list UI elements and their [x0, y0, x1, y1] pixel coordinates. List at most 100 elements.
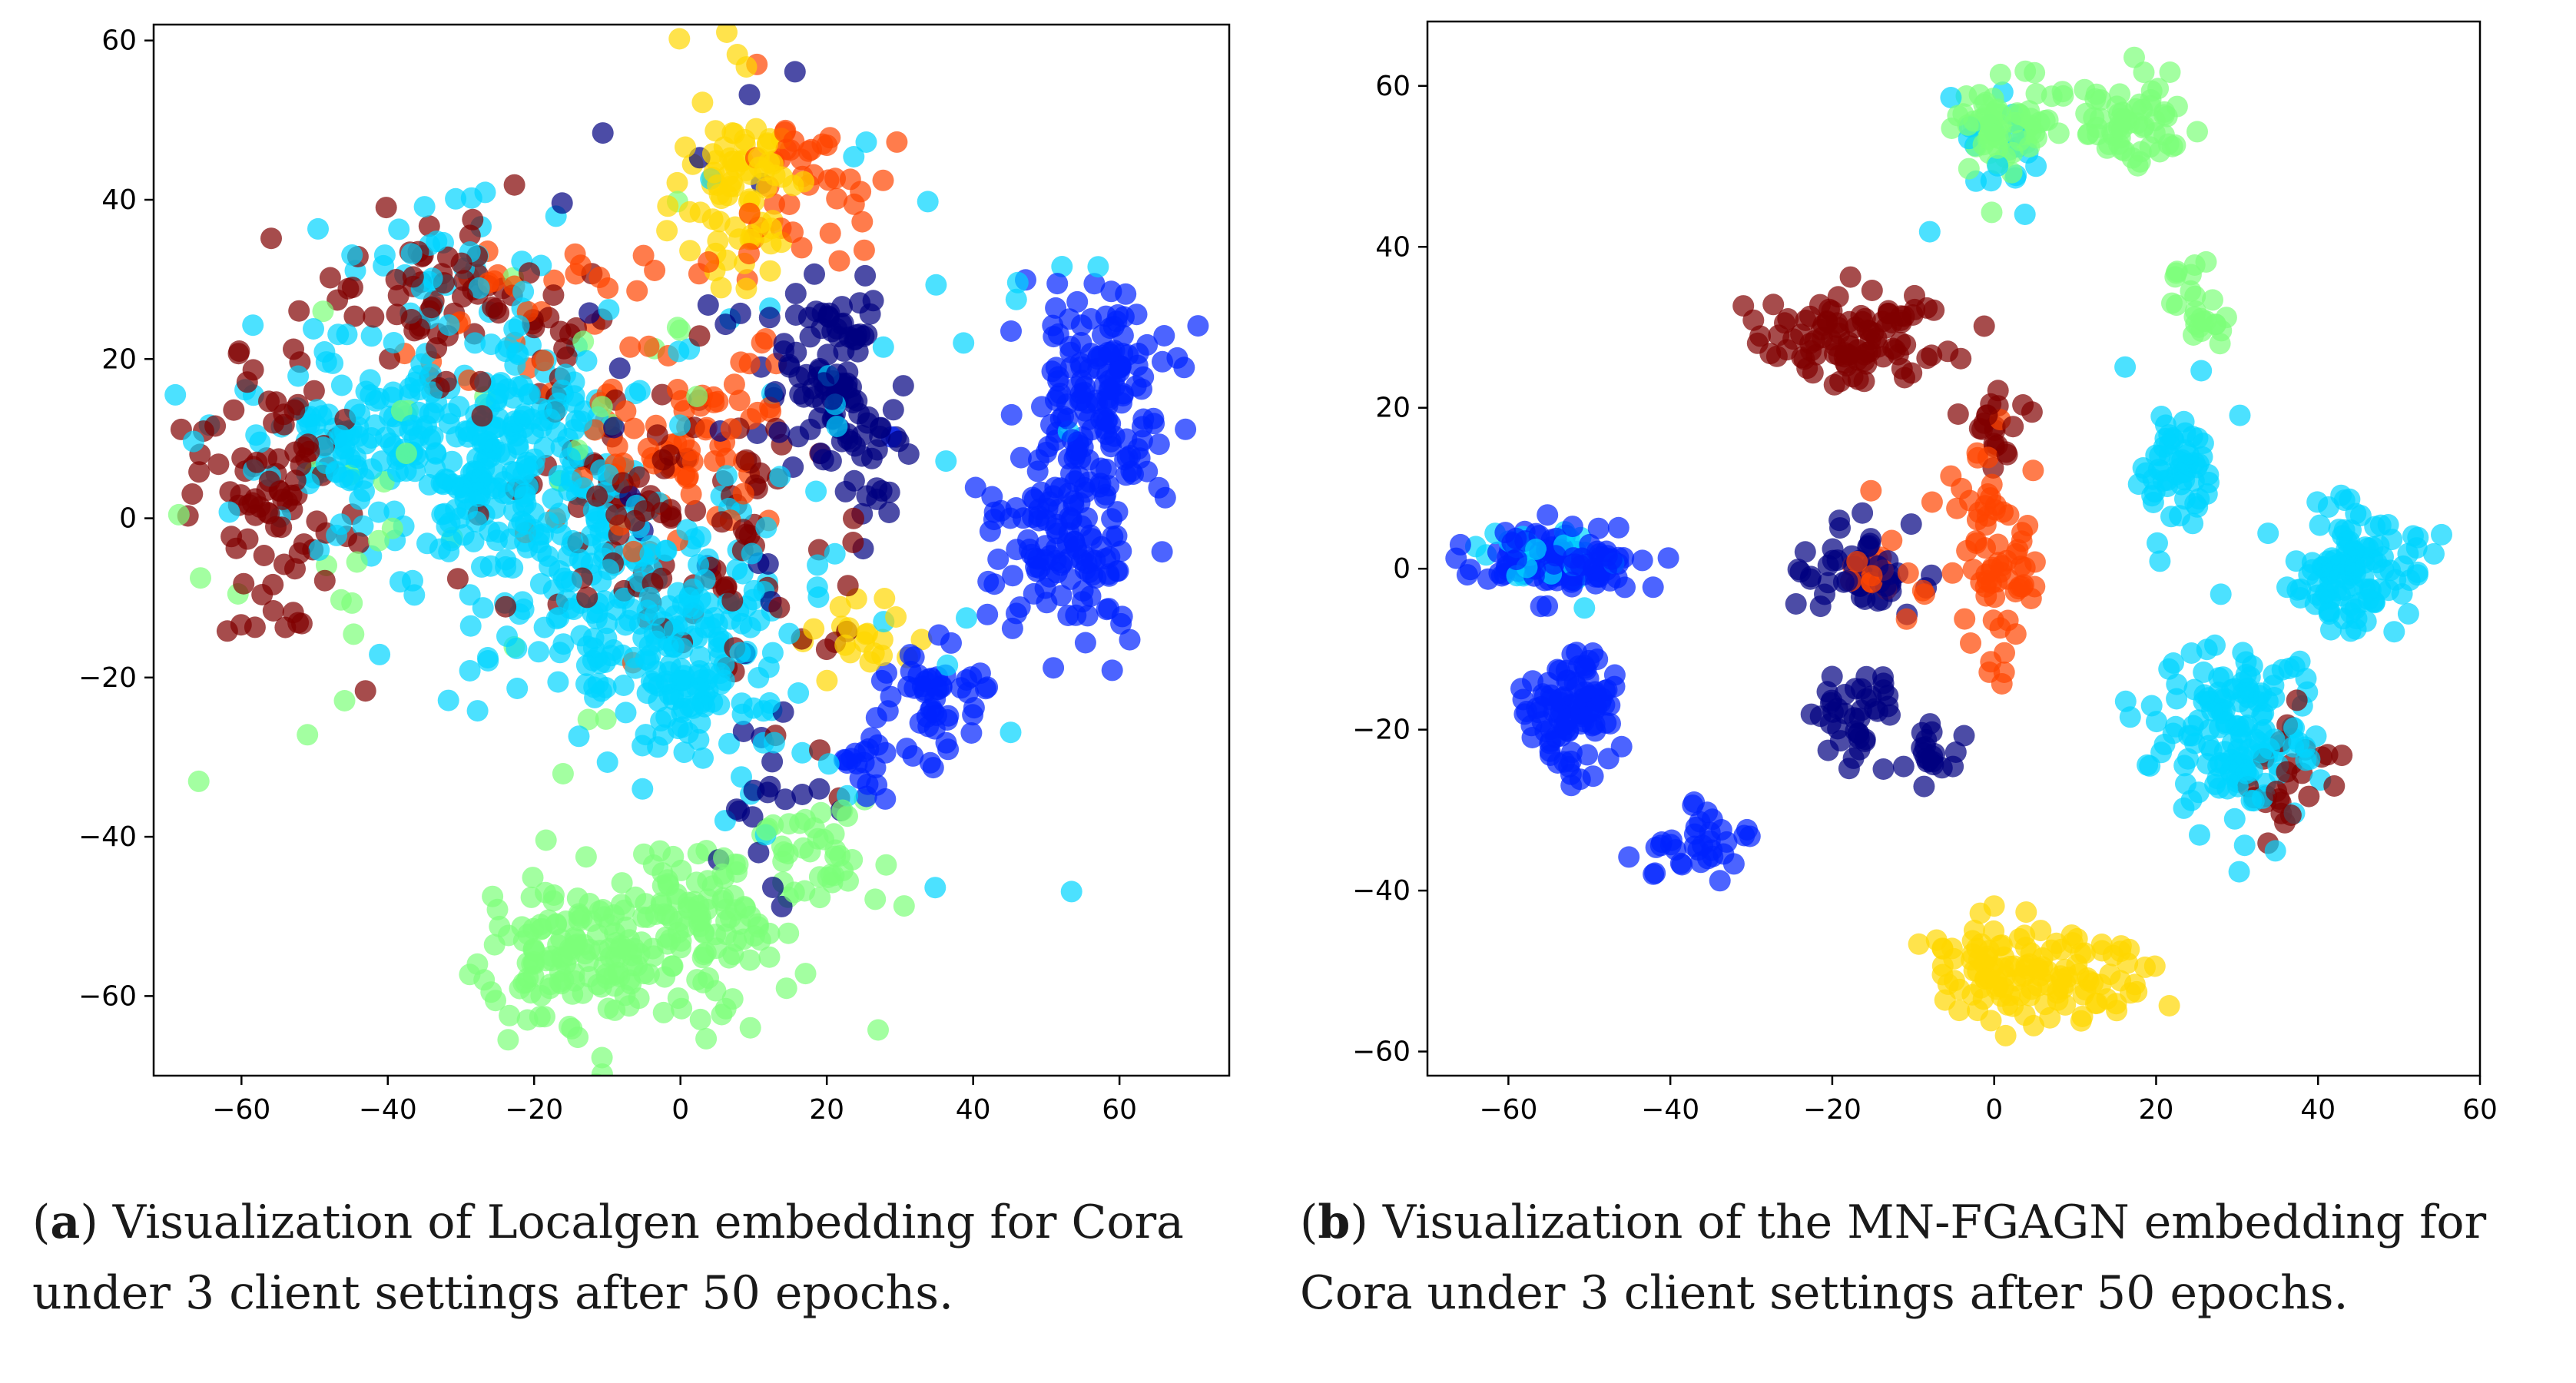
scatter-point	[2180, 264, 2202, 286]
scatter-point	[1987, 154, 2009, 177]
scatter-point	[739, 616, 761, 638]
scatter-point	[1644, 862, 1666, 884]
scatter-point	[2355, 610, 2377, 632]
scatter-point	[495, 549, 517, 571]
scatter-point	[472, 597, 494, 619]
scatter-point	[319, 267, 341, 289]
scatter-point	[724, 216, 746, 238]
scatter-point	[579, 302, 601, 324]
scatter-point	[446, 568, 469, 590]
scatter-point	[748, 156, 771, 178]
scatter-point	[563, 970, 585, 992]
scatter-point	[1505, 549, 1527, 571]
scatter-point	[880, 685, 902, 708]
scatter-point	[1799, 333, 1822, 354]
scatter-point	[1557, 719, 1580, 741]
scatter-point	[1110, 612, 1132, 635]
scatter-point	[204, 415, 227, 437]
scatter-point	[2423, 542, 2445, 565]
scatter-point	[575, 350, 598, 372]
scatter-point	[367, 529, 390, 552]
scatter-point	[1881, 529, 1903, 552]
scatter-point	[1005, 288, 1027, 310]
scatter-point	[1070, 515, 1092, 537]
scatter-point	[555, 363, 576, 386]
scatter-point	[2123, 46, 2145, 68]
scatter-point	[558, 479, 580, 502]
scatter-plot-b: −60 −40 −20 0 20 40 60 −60 −40 −20 0 20 40 60	[1352, 20, 2498, 1126]
scatter-point	[450, 252, 472, 274]
scatter-point	[806, 576, 828, 599]
scatter-point	[549, 642, 571, 664]
scatter-point	[826, 363, 848, 386]
scatter-point	[749, 462, 771, 484]
scatter-point	[928, 624, 950, 646]
scatter-point	[2223, 808, 2246, 830]
scatter-point	[644, 260, 666, 281]
scatter-point	[420, 297, 443, 319]
scatter-point	[1560, 750, 1582, 772]
scatter-point	[688, 915, 711, 937]
scatter-point	[633, 500, 655, 522]
scatter-point	[480, 333, 502, 356]
scatter-point	[1631, 549, 1653, 572]
scatter-point	[761, 751, 784, 773]
y-tick-label: −60	[78, 980, 137, 1012]
scatter-point	[1576, 744, 1599, 766]
scatter-point	[2084, 993, 2107, 1015]
scatter-point	[262, 600, 284, 622]
scatter-point	[1053, 406, 1074, 428]
scatter-point	[872, 336, 894, 358]
scatter-point	[1918, 221, 1941, 243]
scatter-point	[1895, 608, 1918, 630]
scatter-point	[775, 977, 797, 1000]
scatter-point	[575, 673, 597, 695]
scatter-point	[1814, 583, 1835, 605]
scatter-point	[2098, 133, 2120, 155]
scatter-point	[459, 963, 481, 986]
scatter-point	[1526, 697, 1548, 719]
scatter-point	[2377, 514, 2399, 536]
scatter-point	[851, 424, 873, 446]
scatter-point	[1039, 545, 1061, 567]
scatter-point	[979, 520, 1001, 542]
scatter-point	[1080, 308, 1102, 330]
scatter-point	[228, 340, 250, 362]
scatter-point	[694, 569, 716, 591]
scatter-point	[2149, 141, 2171, 163]
scatter-point	[571, 410, 592, 433]
scatter-point	[598, 299, 620, 321]
scatter-point	[1878, 563, 1900, 585]
scatter-point	[1119, 628, 1141, 651]
scatter-point	[308, 539, 330, 561]
scatter-point	[1986, 98, 2008, 121]
scatter-point	[507, 376, 529, 398]
scatter-point	[2147, 532, 2168, 554]
scatter-point	[1989, 63, 2011, 85]
scatter-point	[2276, 761, 2298, 783]
scatter-point	[1459, 559, 1481, 581]
scatter-point	[303, 380, 325, 402]
scatter-point	[2015, 901, 2037, 924]
scatter-point	[843, 193, 865, 215]
scatter-point	[976, 603, 999, 625]
scatter-point	[1914, 583, 1935, 605]
scatter-point	[1059, 341, 1082, 363]
scatter-point	[886, 131, 908, 153]
scatter-point	[735, 449, 758, 471]
scatter-point	[1096, 423, 1118, 446]
scatter-point	[820, 450, 842, 472]
scatter-point	[2158, 995, 2180, 1017]
scatter-point	[703, 161, 725, 184]
scatter-point	[1953, 725, 1975, 747]
scatter-point	[591, 1063, 613, 1076]
scatter-point	[789, 812, 811, 834]
scatter-point	[360, 384, 382, 406]
scatter-point	[741, 806, 764, 828]
scatter-point	[511, 916, 533, 938]
scatter-point	[1983, 124, 2005, 147]
scatter-point	[2241, 760, 2263, 781]
scatter-point	[2198, 472, 2220, 493]
scatter-point	[1002, 565, 1024, 587]
scatter-point	[2237, 686, 2259, 708]
